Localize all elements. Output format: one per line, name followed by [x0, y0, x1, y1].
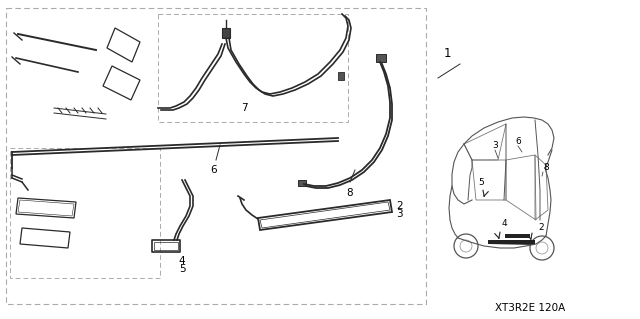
Text: 3: 3 [492, 141, 498, 150]
Bar [152, 240, 180, 252]
Text: 7: 7 [241, 103, 247, 113]
Text: 6: 6 [211, 165, 218, 175]
Text: XT3R2E 120A: XT3R2E 120A [495, 303, 565, 313]
Text: 5: 5 [179, 264, 186, 274]
Bar [154, 242, 178, 250]
Text: 8: 8 [347, 188, 353, 198]
Bar [222, 28, 230, 38]
Text: 4: 4 [179, 256, 186, 266]
Text: 2: 2 [396, 201, 403, 211]
Text: 8: 8 [543, 163, 549, 172]
Text: 3: 3 [396, 209, 403, 219]
Polygon shape [505, 234, 530, 238]
Bar [6, 8, 426, 304]
Bar [298, 180, 306, 186]
Bar [158, 14, 348, 122]
Bar [338, 72, 344, 80]
Text: 2: 2 [538, 223, 543, 232]
Text: 5: 5 [478, 178, 484, 187]
Bar [10, 148, 160, 278]
Polygon shape [488, 240, 535, 245]
Text: 1: 1 [444, 47, 451, 60]
Text: 6: 6 [515, 137, 521, 146]
Bar [376, 54, 386, 62]
Text: 4: 4 [501, 219, 507, 228]
